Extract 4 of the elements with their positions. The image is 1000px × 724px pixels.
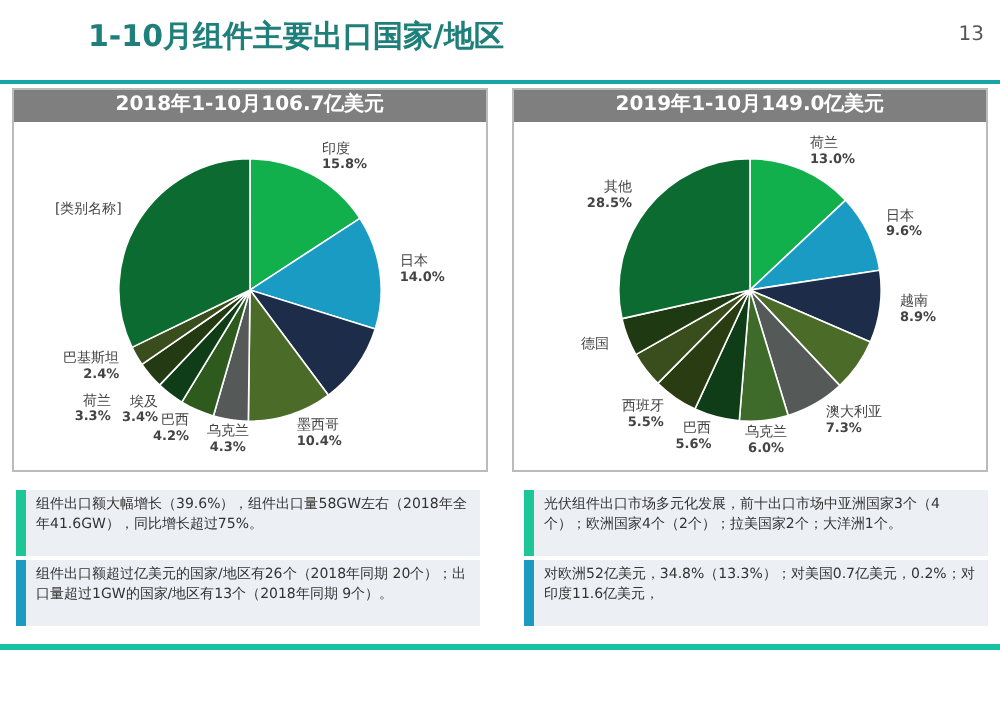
chart-title: 2018年1-10月106.7亿美元 [14,90,486,122]
chart-title: 2019年1-10月149.0亿美元 [514,90,986,122]
text: 1-10月组件主要出口国家/地区 [88,18,505,56]
text: 13 [958,24,984,46]
